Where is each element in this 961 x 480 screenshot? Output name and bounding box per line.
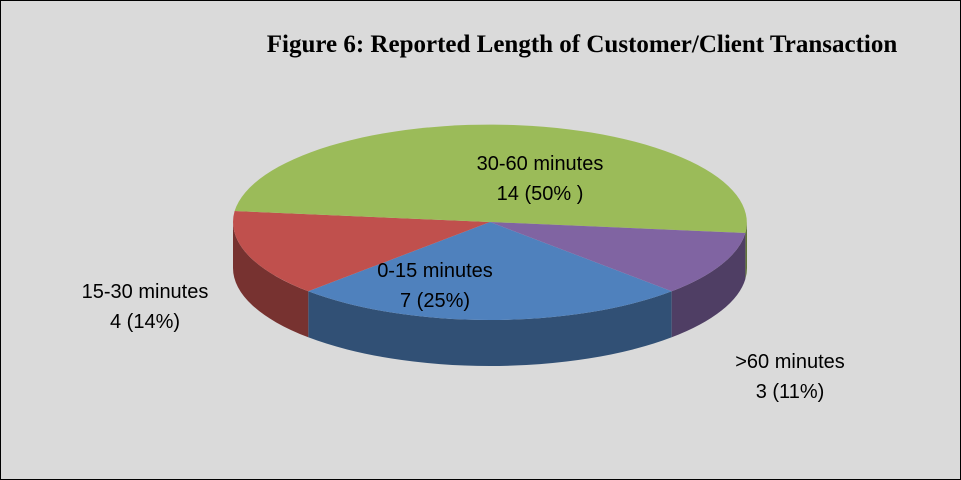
slice-label: >60 minutes xyxy=(735,351,845,373)
slice-label: 0-15 minutes xyxy=(377,260,493,282)
pie-labels: 0-15 minutes 7 (25%) 15-30 minutes 4 (14%) 3… xyxy=(82,153,845,403)
pie-tops xyxy=(233,124,747,321)
pie-sides xyxy=(232,222,747,367)
pie-slice xyxy=(490,222,746,292)
slice-value-label: 4 (14%) xyxy=(110,311,180,333)
pie-side xyxy=(308,291,672,367)
pie-slice xyxy=(233,211,490,292)
pie-slice xyxy=(234,124,747,233)
slice-value-label: 3 (11%) xyxy=(756,381,825,403)
pie-side xyxy=(671,232,746,338)
pie-slice xyxy=(308,222,672,321)
pie-side xyxy=(745,222,747,279)
pie-side xyxy=(232,222,309,338)
slice-label: 15-30 minutes xyxy=(82,281,209,303)
slice-value-label: 14 (50% ) xyxy=(497,183,584,205)
slice-value-label: 7 (25%) xyxy=(400,290,470,312)
slice-label: 30-60 minutes xyxy=(477,153,604,175)
chart-title: Figure 6: Reported Length of Customer/Cl… xyxy=(267,31,898,58)
